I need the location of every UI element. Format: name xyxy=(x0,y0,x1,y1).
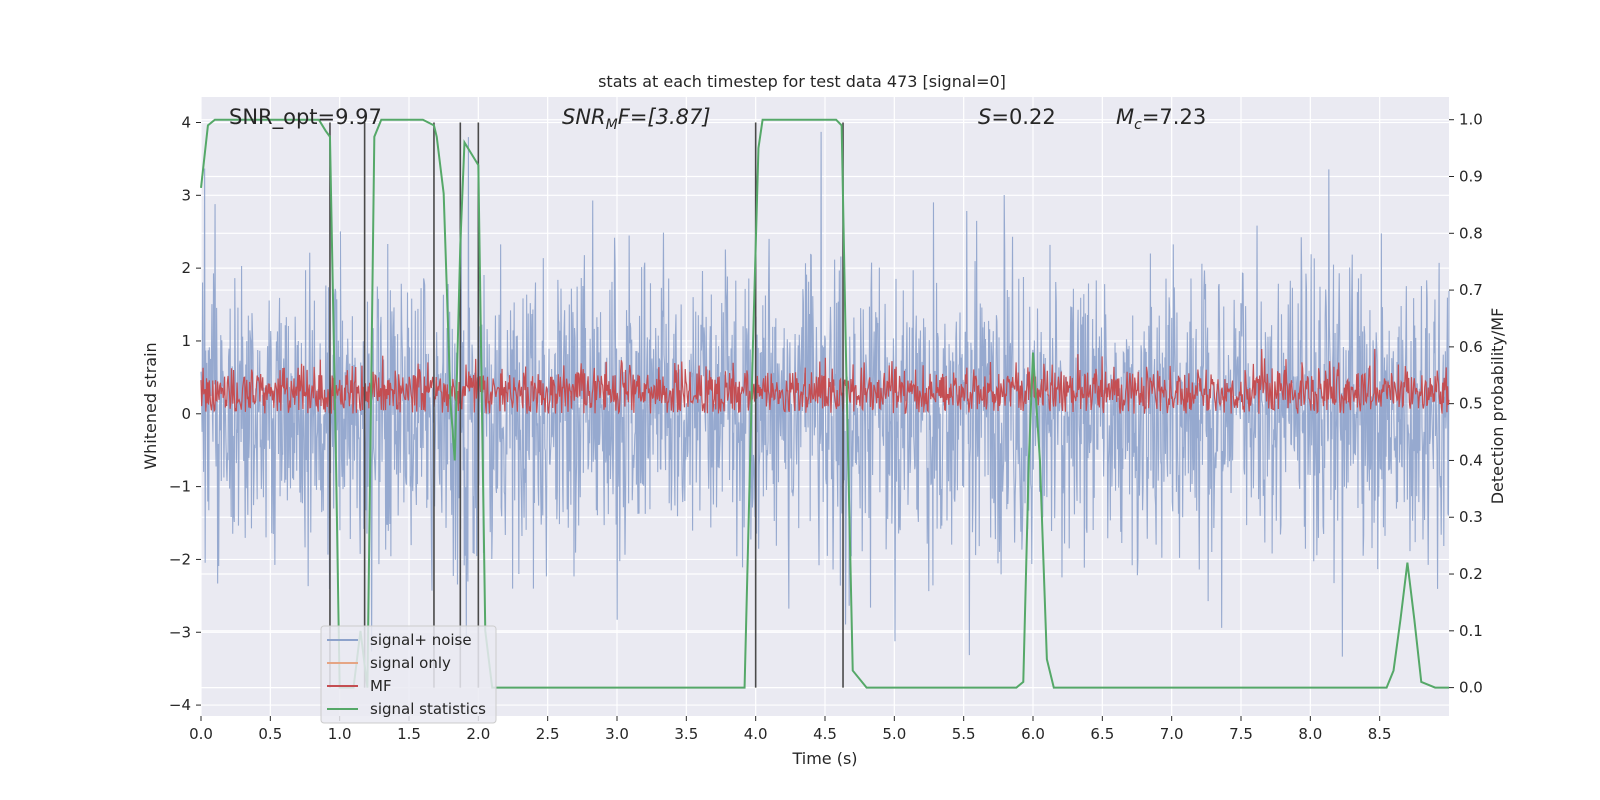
y-left-tick-label: 0 xyxy=(181,405,191,423)
legend-label-mf: MF xyxy=(370,677,392,695)
y-left-tick-label: −3 xyxy=(169,623,191,641)
y-right-tick-label: 0.3 xyxy=(1459,508,1483,526)
y-right-tick-label: 0.5 xyxy=(1459,395,1483,413)
x-tick-label: 1.5 xyxy=(397,725,421,743)
s-annotation: S=0.22 xyxy=(978,105,1056,129)
x-tick-label: 0.0 xyxy=(189,725,213,743)
y-right-tick-label: 0.6 xyxy=(1459,338,1483,356)
legend: signal+ noise signal only MF signal stat… xyxy=(320,625,497,724)
y-left-tick-label: −2 xyxy=(169,550,191,568)
y-left-tick-label: 2 xyxy=(181,259,191,277)
x-tick-label: 7.0 xyxy=(1160,725,1184,743)
x-tick-label: 8.5 xyxy=(1368,725,1392,743)
y-left-axis-label: Whitened strain xyxy=(141,342,160,469)
x-tick-label: 8.0 xyxy=(1298,725,1322,743)
y-left-tick-label: −1 xyxy=(169,478,191,496)
y-left-tick-label: 1 xyxy=(181,332,191,350)
y-right-tick-label: 0.2 xyxy=(1459,565,1483,583)
mf-line xyxy=(200,348,1450,415)
mc-sub: c xyxy=(1134,117,1142,133)
x-tick-label: 4.5 xyxy=(813,725,837,743)
mc-tail: =7.23 xyxy=(1142,105,1206,129)
legend-label-signal-noise: signal+ noise xyxy=(370,631,472,649)
y-right-axis-ticks: 1.0 0.9 0.8 0.7 0.6 0.5 0.4 0.3 0.2 0.1 0.0 xyxy=(1449,111,1483,697)
y-right-tick-label: 0.1 xyxy=(1459,622,1483,640)
y-right-tick-label: 0.8 xyxy=(1459,224,1483,242)
y-right-tick-label: 1.0 xyxy=(1459,111,1483,129)
snr-mf-main: SNR xyxy=(562,105,606,129)
x-tick-label: 3.0 xyxy=(605,725,629,743)
snr-mf-sub: M xyxy=(606,117,618,133)
x-tick-label: 0.5 xyxy=(258,725,282,743)
signal-noise-series xyxy=(200,131,1450,657)
legend-frame xyxy=(320,625,497,724)
s-tail: =0.22 xyxy=(991,105,1055,129)
legend-label-signal-only: signal only xyxy=(370,654,451,672)
chart-title: stats at each timestep for test data 473… xyxy=(598,72,1006,91)
x-tick-label: 6.0 xyxy=(1021,725,1045,743)
y-right-axis-label: Detection probability/MF xyxy=(1488,308,1507,505)
snr-mf-annotation: SNRMF=[3.87] xyxy=(562,105,711,133)
signal-statistics-series xyxy=(200,118,1449,689)
x-tick-label: 2.5 xyxy=(536,725,560,743)
x-axis-label: Time (s) xyxy=(791,749,857,768)
y-left-axis-ticks: 4 3 2 1 0 −1 −2 −3 −4 xyxy=(169,113,201,714)
x-tick-label: 5.0 xyxy=(882,725,906,743)
mc-main: M xyxy=(1116,105,1134,129)
y-left-tick-label: 4 xyxy=(181,113,191,131)
vertical-marker-lines xyxy=(329,122,844,688)
signal-statistics-line xyxy=(200,118,1449,689)
x-axis-ticks: 0.0 0.5 1.0 1.5 2.0 2.5 3.0 3.5 4.0 4.5 5.0 5.5 6.0 6… xyxy=(189,716,1392,743)
x-tick-label: 3.5 xyxy=(674,725,698,743)
mc-annotation: Mc=7.23 xyxy=(1116,105,1206,133)
x-tick-label: 1.0 xyxy=(328,725,352,743)
x-tick-label: 6.5 xyxy=(1090,725,1114,743)
y-right-tick-label: 0.4 xyxy=(1459,451,1483,469)
signal-noise-line xyxy=(200,131,1450,657)
s-main: S xyxy=(978,105,991,129)
x-tick-label: 4.0 xyxy=(744,725,768,743)
x-tick-label: 2.0 xyxy=(466,725,490,743)
x-tick-label: 5.5 xyxy=(952,725,976,743)
snr-opt-annotation: SNR_opt=9.97 xyxy=(229,105,382,130)
x-tick-label: 7.5 xyxy=(1229,725,1253,743)
snr-mf-tail: F=[3.87] xyxy=(618,105,711,129)
y-right-tick-label: 0.9 xyxy=(1459,168,1483,186)
y-left-tick-label: −4 xyxy=(169,696,191,714)
y-left-tick-label: 3 xyxy=(181,186,191,204)
y-right-tick-label: 0.7 xyxy=(1459,281,1483,299)
y-right-tick-label: 0.0 xyxy=(1459,679,1483,697)
legend-label-signal-statistics: signal statistics xyxy=(370,700,486,718)
mf-series xyxy=(200,348,1450,415)
